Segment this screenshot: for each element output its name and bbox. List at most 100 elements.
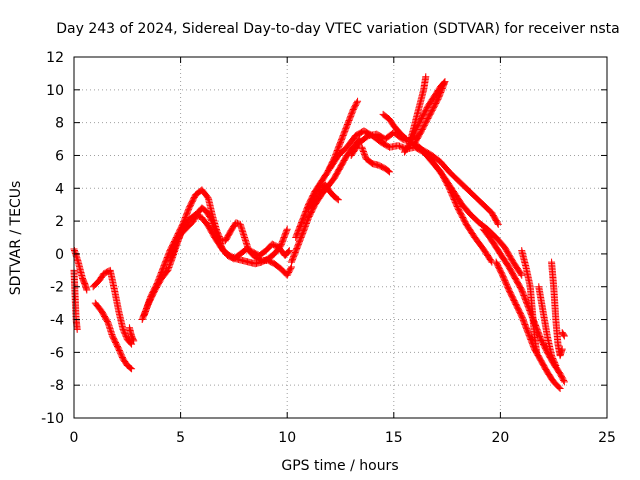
data-point-marker (359, 148, 367, 156)
y-tick-label: -10 (41, 411, 64, 427)
data-point-marker (73, 325, 81, 333)
data-point-marker (533, 348, 541, 356)
y-tick-label: -4 (50, 313, 64, 329)
data-point-marker (358, 143, 366, 151)
series-track-11 (305, 181, 342, 212)
data-point-marker (552, 361, 560, 369)
data-point-marker (551, 360, 559, 368)
y-tick-label: -6 (50, 345, 64, 361)
data-point-marker (130, 337, 138, 345)
y-tick-labels: -10 -8 -6 -4 -2 0 2 4 6 8 10 12 (41, 50, 64, 427)
series-track-24 (558, 329, 568, 340)
x-tick-labels: 0 5 10 15 20 25 (70, 430, 616, 446)
x-tick-label: 15 (385, 430, 403, 446)
data-point-marker (354, 97, 362, 105)
data-point-marker (164, 266, 172, 274)
series-track-18 (411, 142, 502, 228)
x-tick-label: 5 (176, 430, 185, 446)
series-track-17 (407, 73, 430, 143)
data-point-marker (145, 299, 153, 307)
data-point-marker (232, 219, 240, 227)
data-point-marker (144, 302, 152, 310)
data-point-marker (494, 220, 502, 228)
series-track-14 (358, 143, 394, 176)
x-tick-label: 20 (491, 430, 509, 446)
series-track-21 (518, 247, 541, 356)
series-track-5 (125, 324, 138, 345)
data-point-marker (560, 332, 568, 340)
x-tick-label: 0 (70, 430, 79, 446)
x-axis-label: GPS time / hours (281, 458, 398, 474)
data-point-marker (283, 225, 291, 233)
data-point-marker (284, 248, 292, 256)
grid (74, 57, 607, 418)
data-point-marker (487, 257, 495, 265)
data-point-marker (126, 364, 134, 372)
data-points (70, 73, 568, 392)
data-point-marker (386, 168, 394, 176)
data-point-marker (353, 99, 361, 107)
data-point-marker (361, 152, 369, 160)
ticks (73, 56, 608, 419)
data-point-marker (556, 384, 564, 392)
data-point-marker (144, 300, 152, 308)
series-track-16 (400, 78, 449, 156)
data-point-marker (384, 167, 392, 175)
data-point-marker (560, 378, 568, 386)
data-point-marker (145, 297, 153, 305)
data-point-marker (560, 331, 568, 339)
data-point-marker (517, 270, 525, 278)
data-point-marker (141, 309, 149, 317)
data-point-marker (283, 227, 291, 235)
y-tick-label: 6 (55, 148, 64, 164)
y-tick-label: -2 (50, 280, 64, 296)
data-point-marker (146, 296, 154, 304)
data-point-marker (128, 365, 136, 373)
data-point-marker (422, 73, 430, 81)
y-tick-label: 0 (55, 247, 64, 263)
series-track-4 (91, 299, 136, 373)
data-point-marker (358, 145, 366, 153)
series-track-8 (166, 211, 293, 264)
data-point-marker (142, 305, 150, 313)
data-point-marker (334, 196, 342, 204)
data-point-marker (140, 311, 148, 319)
data-point-marker (141, 308, 149, 316)
series-track-20 (492, 258, 564, 392)
data-point-marker (494, 219, 502, 227)
data-point-marker (360, 150, 368, 158)
data-point-marker (143, 303, 151, 311)
y-axis-label: SDTVAR / TECUs (8, 181, 24, 296)
data-point-marker (287, 264, 295, 272)
plot-frame (73, 56, 608, 419)
y-tick-label: -8 (50, 378, 64, 394)
series-track-15 (379, 110, 411, 143)
data-point-marker (555, 383, 563, 391)
data-point-marker (402, 134, 410, 142)
data-point-marker (518, 271, 526, 279)
data-point-marker (142, 306, 150, 314)
x-tick-label: 10 (278, 430, 296, 446)
data-point-marker (129, 336, 137, 344)
data-point-marker (560, 377, 568, 385)
data-point-marker (558, 345, 566, 353)
data-point-marker (360, 149, 368, 157)
y-tick-label: 8 (55, 116, 64, 132)
data-point-marker (397, 143, 405, 151)
y-tick-label: 2 (55, 214, 64, 230)
series-track-22 (535, 283, 560, 369)
data-point-marker (83, 286, 91, 294)
series-track-3 (89, 266, 136, 348)
data-point-marker (333, 195, 341, 203)
data-point-marker (394, 142, 402, 150)
data-point-marker (285, 247, 293, 255)
chart-title: Day 243 of 2024, Sidereal Day-to-day VTE… (56, 21, 619, 37)
data-point-marker (359, 146, 367, 154)
x-tick-label: 25 (598, 430, 616, 446)
data-point-marker (412, 137, 420, 145)
y-tick-label: 4 (55, 181, 64, 197)
y-tick-label: 10 (46, 83, 64, 99)
data-point-marker (395, 142, 403, 150)
